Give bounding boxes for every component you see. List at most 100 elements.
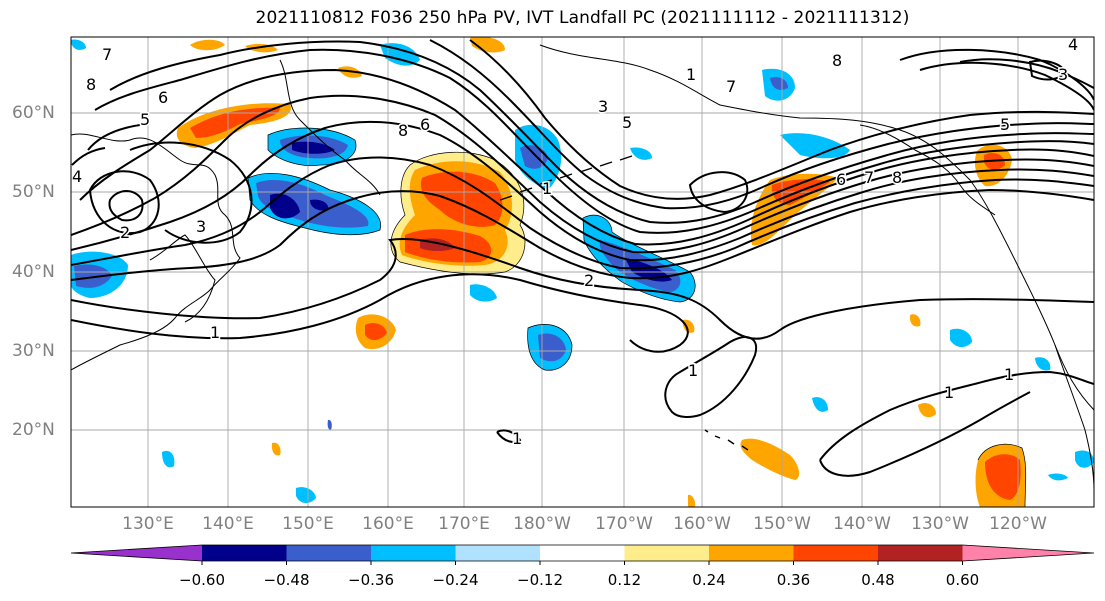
pv-closed-contour-east-1 bbox=[899, 48, 1094, 101]
colorbar-tick-label: 0.24 bbox=[692, 571, 726, 589]
lon-label-130w: 130°W bbox=[911, 514, 969, 534]
colorbar-tick-label: −0.60 bbox=[179, 571, 225, 589]
lat-label-50n: 50°N bbox=[12, 182, 55, 202]
map-frame bbox=[70, 36, 1095, 508]
pv-contour-subtropical-3 bbox=[496, 429, 522, 443]
pv-closed-contour-west-1 bbox=[88, 170, 160, 235]
contour-label: 2 bbox=[584, 271, 594, 290]
pv-contour-5 bbox=[71, 120, 1094, 262]
pv-contour-6 bbox=[71, 94, 1094, 254]
colorbar-swatch-1 bbox=[202, 545, 287, 561]
contour-label: 3 bbox=[598, 97, 608, 116]
lon-label-120w: 120°W bbox=[989, 514, 1047, 534]
pv-contour-9 bbox=[109, 40, 1094, 224]
lat-label-60n: 60°N bbox=[12, 103, 55, 123]
pv-contour-12 bbox=[71, 124, 141, 166]
contour-label: 6 bbox=[420, 115, 430, 134]
colorbar bbox=[70, 544, 1095, 565]
contour-label: 7 bbox=[726, 77, 736, 96]
contour-label: 8 bbox=[398, 121, 408, 140]
colorbar-tick-label: 0.36 bbox=[776, 571, 811, 589]
contour-label: 1 bbox=[688, 361, 698, 380]
colorbar-swatch-10 bbox=[962, 545, 1094, 561]
positive-anomaly-170e-core bbox=[420, 171, 503, 227]
contour-label: 7 bbox=[864, 168, 874, 187]
kamchatka-coast bbox=[279, 59, 381, 196]
lon-label-140w: 140°W bbox=[833, 514, 891, 534]
colorbar-swatch-7 bbox=[709, 545, 794, 561]
contour-label: 1 bbox=[542, 179, 552, 198]
contour-label: 3 bbox=[196, 217, 206, 236]
pc-contour-outlines bbox=[247, 127, 1027, 507]
pv-contour-1 bbox=[71, 238, 1094, 340]
colorbar-swatch-4 bbox=[455, 545, 540, 561]
colorbar-tick-label: 0.48 bbox=[861, 571, 895, 589]
lon-label-150e: 150°E bbox=[282, 514, 334, 534]
lon-label-180w: 180°W bbox=[513, 514, 571, 534]
lon-label-170e: 170°E bbox=[438, 514, 490, 534]
colorbar-tick-label: −0.12 bbox=[517, 571, 563, 589]
pv-closed-contour-east-4 bbox=[1028, 59, 1067, 81]
pv-closed-contour-150w bbox=[688, 171, 749, 214]
contour-labels: 7 8 6 5 4 3 2 1 8 6 3 2 5 1 7 8 6 7 8 5 … bbox=[71, 35, 1080, 450]
pv-contour-subtropical-1 bbox=[664, 336, 758, 418]
lon-label-150w: 150°W bbox=[753, 514, 811, 534]
colorbar-tick-label: −0.48 bbox=[263, 571, 310, 589]
contour-label: 4 bbox=[72, 167, 82, 186]
contour-label: 8 bbox=[86, 75, 96, 94]
colorbar-swatch-2 bbox=[286, 545, 371, 561]
colorbar-tick-label: −0.24 bbox=[432, 571, 479, 589]
lon-label-170w: 170°W bbox=[595, 514, 653, 534]
pv-contours bbox=[71, 39, 1094, 477]
contour-label: 1 bbox=[1004, 365, 1014, 384]
lon-label-140e: 140°E bbox=[202, 514, 254, 534]
contour-label: 7 bbox=[102, 45, 112, 64]
lat-label-20n: 20°N bbox=[12, 420, 55, 440]
colorbar-swatch-8 bbox=[793, 545, 878, 561]
contour-label: 3 bbox=[1058, 65, 1068, 84]
colorbar-swatch-0 bbox=[71, 545, 202, 561]
pv-closed-contour-west-3 bbox=[129, 141, 253, 244]
hawaii-islands bbox=[704, 429, 749, 451]
contour-label: 6 bbox=[158, 88, 168, 107]
mexico-coastline bbox=[1054, 344, 1094, 491]
colorbar-swatch-5 bbox=[540, 545, 625, 561]
pv-contour-8 bbox=[94, 48, 1094, 234]
pv-contour-11 bbox=[469, 39, 1094, 200]
contour-label: 1 bbox=[512, 429, 522, 448]
colorbar-swatch-6 bbox=[624, 545, 709, 561]
pv-closed-contour-west-2 bbox=[108, 190, 144, 222]
colorbar-tick-label: 0.12 bbox=[607, 571, 642, 589]
lat-label-30n: 30°N bbox=[12, 341, 55, 361]
lon-label-160w: 160°W bbox=[673, 514, 731, 534]
contour-label: 6 bbox=[836, 170, 846, 189]
colorbar-swatch-3 bbox=[371, 545, 456, 561]
lat-label-40n: 40°N bbox=[12, 262, 55, 282]
figure-title: 2021110812 F036 250 hPa PV, IVT Landfall… bbox=[255, 8, 910, 28]
lon-label-130e: 130°E bbox=[122, 514, 174, 534]
contour-label: 1 bbox=[686, 65, 696, 84]
contour-label: 4 bbox=[1068, 35, 1078, 54]
pv-closed-contour-east-3 bbox=[959, 58, 1094, 89]
colorbar-swatch-9 bbox=[878, 545, 963, 561]
colorbar-tick-label: 0.60 bbox=[945, 571, 980, 589]
contour-label: 1 bbox=[210, 323, 220, 342]
contour-label: 1 bbox=[944, 383, 954, 402]
pv-contour-3 bbox=[71, 188, 1094, 281]
contour-label: 5 bbox=[622, 113, 632, 132]
alaska-coastline bbox=[539, 44, 1094, 411]
contour-label: 2 bbox=[120, 223, 130, 242]
contour-label: 5 bbox=[1000, 115, 1010, 134]
contour-label: 8 bbox=[892, 168, 902, 187]
pv-contour-10 bbox=[429, 39, 1094, 210]
colorbar-tick-label: −0.36 bbox=[348, 571, 394, 589]
pv-contour-7 bbox=[79, 68, 1094, 246]
pv-closed-contour-east-2 bbox=[919, 61, 1094, 111]
contour-label: 8 bbox=[832, 51, 842, 70]
graticule bbox=[71, 37, 1094, 507]
pv-contour-subtropical-2 bbox=[819, 370, 1094, 477]
lon-label-160e: 160°E bbox=[362, 514, 414, 534]
japan-coast bbox=[149, 234, 216, 323]
contour-label: 5 bbox=[140, 110, 150, 129]
